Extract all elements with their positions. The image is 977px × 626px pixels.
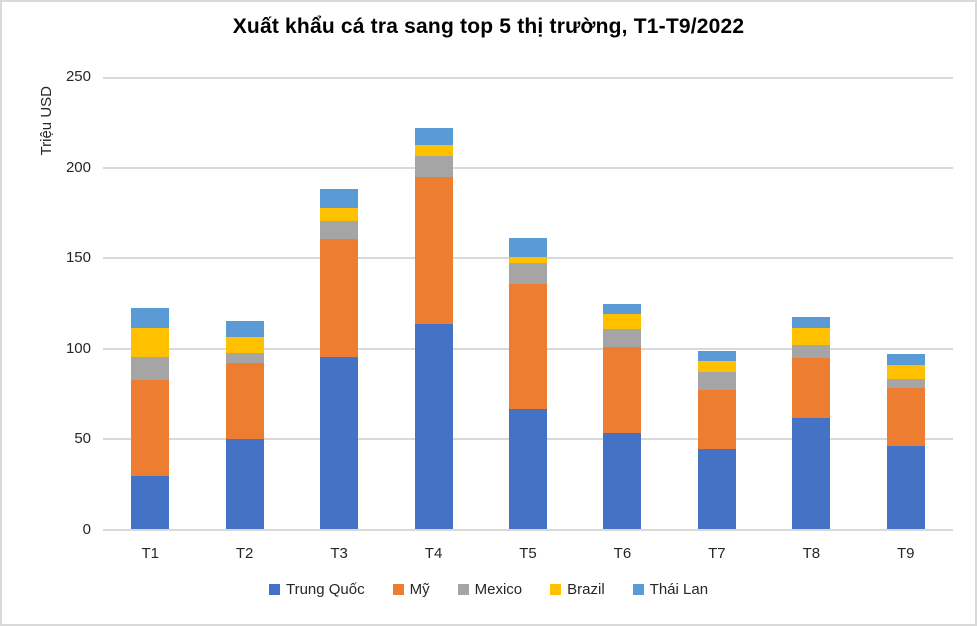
bar-segment-T2-Mỹ bbox=[225, 363, 264, 440]
x-tick-label-T3: T3 bbox=[330, 545, 348, 562]
legend-swatch-Trung Quốc bbox=[268, 584, 280, 595]
legend-item-Brazil: Brazil bbox=[550, 581, 605, 598]
bar-segment-T6-Mỹ bbox=[603, 346, 642, 433]
y-tick-label-50: 50 bbox=[74, 430, 91, 448]
bar-T3 bbox=[320, 189, 359, 529]
bar-segment-T3-Brazil bbox=[320, 208, 359, 221]
bar-segment-T2-Mexico bbox=[225, 353, 264, 364]
y-tick-label-250: 250 bbox=[65, 68, 91, 85]
legend-item-Thái Lan: Thái Lan bbox=[632, 581, 709, 598]
x-tick-label-T6: T6 bbox=[613, 545, 632, 562]
x-tick-label-T8: T8 bbox=[802, 545, 821, 562]
bar-segment-T9-Thái Lan bbox=[886, 354, 925, 366]
bar-segment-T9-Mexico bbox=[886, 378, 925, 388]
bar-segment-T2-Trung Quốc bbox=[225, 439, 264, 529]
legend-item-Mexico: Mexico bbox=[457, 581, 523, 598]
bar-segment-T6-Brazil bbox=[603, 314, 642, 329]
legend-item-Trung Quốc: Trung Quốc bbox=[268, 581, 365, 598]
legend-label-Trung Quốc: Trung Quốc bbox=[285, 581, 365, 598]
bar-segment-T7-Mỹ bbox=[697, 389, 736, 450]
bar-segment-T7-Brazil bbox=[697, 360, 736, 373]
bar-segment-T1-Mỹ bbox=[131, 380, 170, 477]
bar-T1 bbox=[131, 307, 170, 529]
gridline-y0 bbox=[103, 529, 953, 531]
bar-segment-T8-Thái Lan bbox=[792, 317, 831, 328]
legend-swatch-Mexico bbox=[457, 584, 469, 595]
bar-segment-T1-Thái Lan bbox=[131, 307, 170, 328]
legend-swatch-Brazil bbox=[550, 584, 562, 595]
bar-segment-T8-Brazil bbox=[792, 327, 831, 346]
y-tick-label-200: 200 bbox=[65, 158, 91, 176]
legend: Trung Quốc Mỹ Mexico Brazil Thái Lan bbox=[2, 581, 975, 598]
legend-label-Mỹ: Mỹ bbox=[409, 581, 430, 598]
legend-label-Thái Lan: Thái Lan bbox=[649, 581, 709, 598]
gridline-y200 bbox=[103, 166, 953, 169]
bar-segment-T8-Trung Quốc bbox=[792, 418, 831, 529]
chart-title: Xuất khẩu cá tra sang top 5 thị trường, … bbox=[232, 15, 745, 38]
bar-segment-T3-Mỹ bbox=[320, 239, 359, 357]
y-tick-label-0: 0 bbox=[82, 521, 91, 538]
x-tick-label-T2: T2 bbox=[235, 545, 254, 562]
x-tick-label-T9: T9 bbox=[897, 545, 915, 562]
legend-label-Mexico: Mexico bbox=[474, 581, 523, 598]
bar-T7 bbox=[697, 350, 736, 529]
bar-segment-T2-Brazil bbox=[225, 336, 264, 354]
legend-label-Brazil: Brazil bbox=[567, 581, 605, 598]
bar-segment-T5-Trung Quốc bbox=[509, 408, 547, 529]
bar-T4 bbox=[414, 127, 453, 529]
legend-swatch-Thái Lan bbox=[632, 584, 644, 595]
x-tick-label-T5: T5 bbox=[519, 545, 537, 562]
bar-segment-T5-Mexico bbox=[509, 262, 547, 284]
bar-segment-T6-Mexico bbox=[603, 328, 642, 347]
bar-segment-T4-Mỹ bbox=[414, 177, 453, 325]
legend-item-Mỹ: Mỹ bbox=[392, 581, 430, 598]
plot-area bbox=[103, 77, 953, 531]
bar-segment-T7-Trung Quốc bbox=[697, 449, 736, 529]
y-tick-label-150: 150 bbox=[65, 249, 91, 267]
bar-segment-T2-Thái Lan bbox=[225, 320, 264, 337]
x-tick-label-T4: T4 bbox=[424, 545, 443, 562]
bar-segment-T5-Brazil bbox=[509, 257, 547, 263]
bar-T9 bbox=[886, 354, 925, 529]
bar-segment-T9-Mỹ bbox=[886, 387, 925, 446]
bar-segment-T5-Mỹ bbox=[509, 283, 547, 409]
bar-segment-T4-Thái Lan bbox=[414, 127, 453, 145]
bar-segment-T7-Mexico bbox=[697, 372, 736, 390]
legend-swatch-Mỹ bbox=[392, 584, 404, 595]
bar-T5 bbox=[509, 238, 547, 529]
bar-segment-T1-Mexico bbox=[131, 356, 170, 381]
y-axis-title: Triệu USD bbox=[38, 86, 55, 156]
y-tick-label-100: 100 bbox=[65, 339, 91, 357]
gridline-y250 bbox=[103, 77, 953, 79]
bar-segment-T3-Trung Quốc bbox=[320, 356, 359, 529]
bar-T2 bbox=[225, 320, 264, 529]
bar-segment-T4-Brazil bbox=[414, 144, 453, 156]
bar-T6 bbox=[603, 304, 642, 529]
x-tick-label-T7: T7 bbox=[708, 545, 726, 562]
bar-segment-T8-Mỹ bbox=[792, 357, 831, 419]
bar-segment-T3-Thái Lan bbox=[320, 189, 359, 209]
bar-segment-T9-Brazil bbox=[886, 365, 925, 379]
bar-segment-T4-Mexico bbox=[414, 155, 453, 178]
bar-segment-T6-Thái Lan bbox=[603, 304, 642, 315]
bar-segment-T7-Thái Lan bbox=[697, 350, 736, 361]
bar-segment-T1-Brazil bbox=[131, 327, 170, 357]
bar-T8 bbox=[792, 317, 831, 529]
bar-segment-T6-Trung Quốc bbox=[603, 432, 642, 529]
x-tick-label-T1: T1 bbox=[141, 545, 159, 562]
bar-segment-T3-Mexico bbox=[320, 221, 359, 240]
bar-segment-T5-Thái Lan bbox=[509, 238, 547, 258]
bar-segment-T9-Trung Quốc bbox=[886, 445, 925, 529]
bar-segment-T4-Trung Quốc bbox=[414, 324, 453, 529]
bar-segment-T1-Trung Quốc bbox=[131, 476, 170, 529]
bar-segment-T8-Mexico bbox=[792, 345, 831, 358]
